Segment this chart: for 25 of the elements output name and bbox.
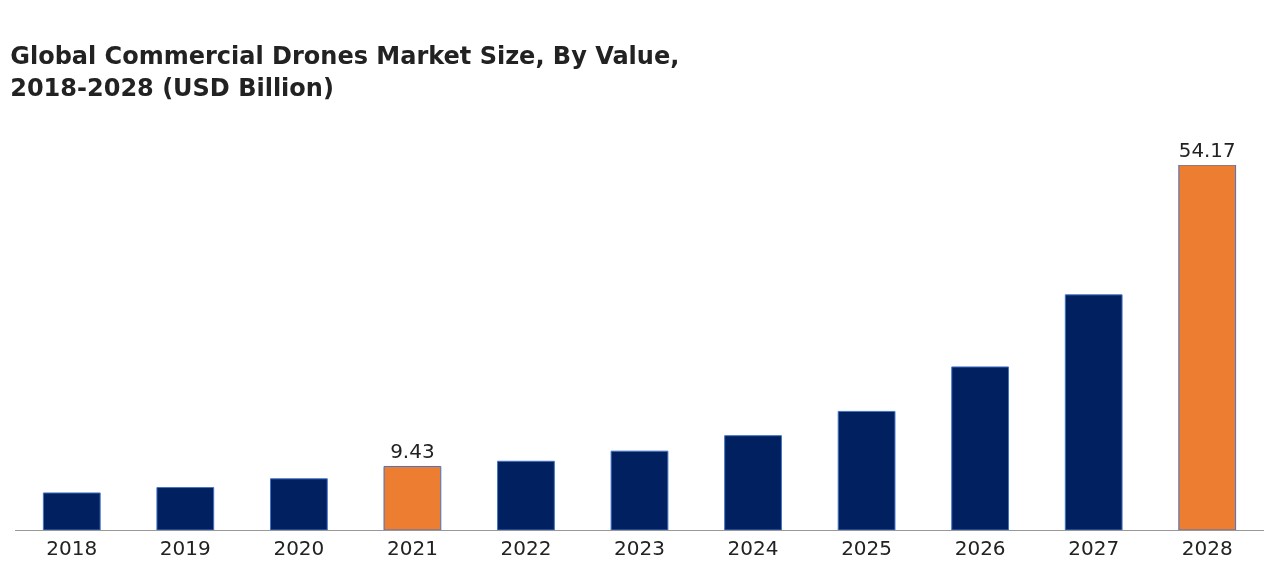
bar <box>42 492 101 530</box>
bar <box>383 465 442 530</box>
bar <box>951 366 1010 530</box>
x-tick-label: 2028 <box>1181 536 1233 560</box>
x-tick-label: 2024 <box>727 536 779 560</box>
bar <box>837 410 896 530</box>
data-label: 9.43 <box>390 439 435 464</box>
x-tick-label: 2020 <box>273 536 325 560</box>
x-tick-label: 2026 <box>954 536 1006 560</box>
x-tick-label: 2022 <box>500 536 552 560</box>
bar <box>724 435 782 530</box>
x-tick-label: 2021 <box>386 536 438 560</box>
bar <box>156 487 215 530</box>
x-tick-label: 2019 <box>159 536 211 560</box>
x-tick-label: 2027 <box>1068 536 1120 560</box>
x-tick-label: 2025 <box>841 536 893 560</box>
bar <box>1178 165 1237 530</box>
data-label: 54.17 <box>1178 139 1236 163</box>
chart-title: Global Commercial Drones Market Size, By Value, 2018-2028 (USD Billion) <box>10 42 680 102</box>
bar <box>497 460 555 530</box>
x-tick-label: 2023 <box>614 536 665 560</box>
bar <box>1064 294 1123 530</box>
x-tick-label: 2018 <box>46 536 98 560</box>
bar <box>269 478 328 530</box>
bar <box>610 450 669 530</box>
